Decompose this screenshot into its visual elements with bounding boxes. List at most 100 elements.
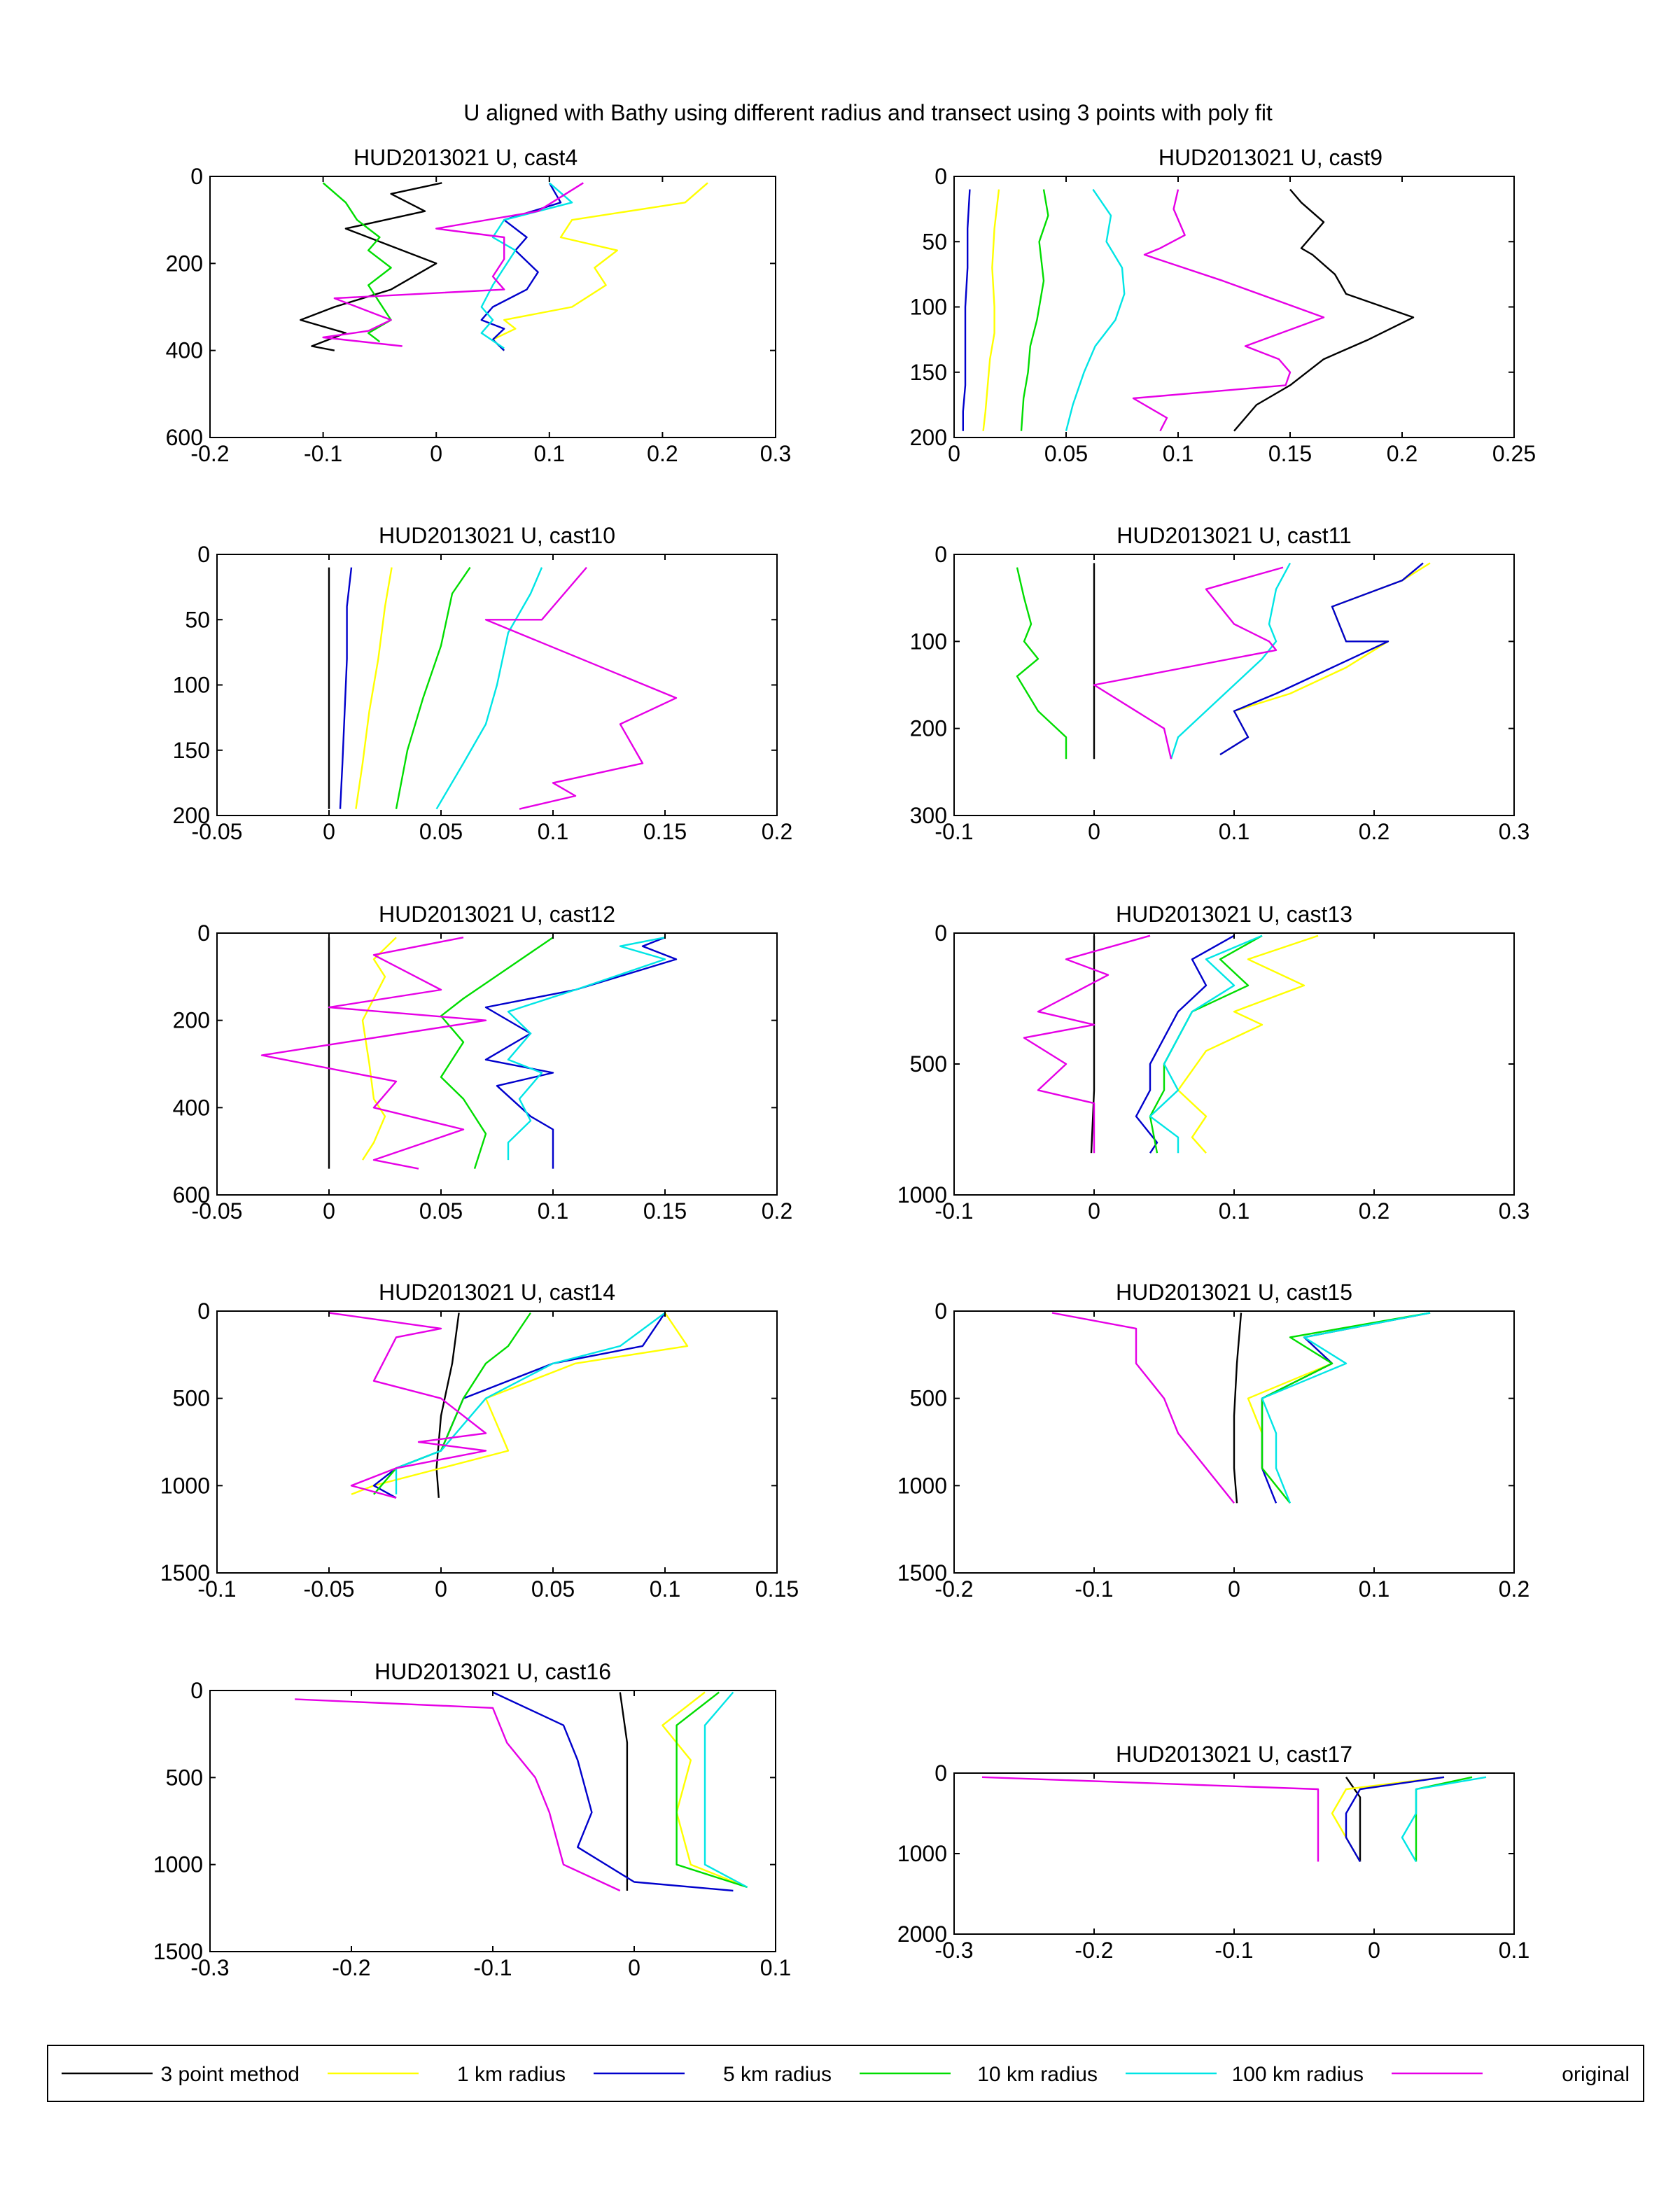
y-tick-label: 200 [910, 716, 947, 741]
y-tick-label: 2000 [897, 1921, 947, 1947]
legend-label: 5 km radius [723, 2063, 832, 2086]
x-tick-label: -0.3 [934, 1938, 973, 1963]
x-tick-label: -0.1 [1214, 1938, 1253, 1963]
y-tick-label: 300 [910, 803, 947, 828]
x-tick-label: 0 [628, 1955, 640, 1980]
chart-title: HUD2013021 U, cast17 [1116, 1742, 1352, 1767]
plot-frame [209, 1690, 776, 1952]
legend-label: 1 km radius [457, 2063, 566, 2086]
y-tick-label: 1000 [153, 1852, 203, 1877]
series-line-3-point-method [1090, 935, 1096, 1154]
legend-entry: original [1392, 2063, 1630, 2086]
series-line-100-km-radius [704, 1691, 748, 1889]
y-tick-label: 1500 [160, 1560, 210, 1586]
chart-panel-2: 0 0.05 0.1 0.15 0.2 0.25 0 50 100 150 200 HUD201302… [910, 145, 1536, 466]
series-line-1-km-radius [662, 1691, 748, 1889]
y-tick-label: 1000 [897, 1182, 947, 1208]
series-line-10-km-radius [676, 1691, 748, 1889]
y-tick-label: 1000 [897, 1473, 947, 1498]
series-line-original [981, 1776, 1320, 1862]
series-line-100-km-radius [1401, 1776, 1487, 1863]
legend-entry: 10 km radius [860, 2063, 1098, 2086]
y-tick-label: 400 [173, 1095, 210, 1120]
series-line-original [1093, 566, 1284, 760]
x-tick-label: 0.15 [1268, 441, 1312, 466]
legend-label: 100 km radius [1232, 2063, 1364, 2086]
x-tick-label: 0.2 [1359, 1198, 1390, 1224]
chart-title: HUD2013021 U, cast11 [1116, 523, 1352, 548]
chart-panel-1: -0.2 -0.1 0 0.1 0.2 0.3 0 200 400 600 HUD2013021 U… [166, 145, 792, 466]
series-line-5-km-radius [1219, 562, 1424, 756]
plot-frame [216, 1310, 778, 1574]
x-tick-label: -0.1 [934, 1198, 973, 1224]
x-tick-label: 0.05 [531, 1576, 575, 1602]
x-tick-label: 0 [1088, 819, 1100, 844]
x-tick-label: -0.1 [934, 819, 973, 844]
x-tick-label: 0.1 [760, 1955, 791, 1980]
x-tick-label: 0.1 [534, 441, 565, 466]
legend-label: 3 point method [161, 2063, 300, 2086]
series-line-5-km-radius [962, 189, 971, 431]
series-line-original [322, 182, 584, 347]
y-tick-label: 200 [166, 251, 203, 276]
series-line-10-km-radius [395, 566, 471, 809]
series-line-original [1023, 934, 1151, 1154]
series-line-original [260, 937, 487, 1170]
y-tick-label: 200 [910, 425, 947, 450]
chart-panel-10: -0.3 -0.2 -0.1 0 0.1 0 1000 2000 HUD2013021 U, c… [897, 1742, 1530, 1963]
legend: 3 point method 1 km radius 5 km radius 10 k… [47, 2045, 1644, 2102]
x-tick-label: 0.25 [1492, 441, 1536, 466]
y-tick-label: 100 [910, 295, 947, 320]
y-tick-label: 400 [166, 338, 203, 363]
chart-title: HUD2013021 U, cast12 [379, 902, 615, 927]
x-tick-label: 0.2 [1499, 1576, 1530, 1602]
series-line-100-km-radius [507, 937, 666, 1161]
x-tick-label: 0.1 [1499, 1938, 1530, 1963]
chart-title: HUD2013021 U, cast16 [374, 1659, 611, 1684]
x-tick-label: 0 [1368, 1938, 1380, 1963]
y-tick-label: 0 [934, 1298, 947, 1324]
y-tick-label: 200 [173, 1008, 210, 1033]
x-tick-label: 0.1 [1359, 1576, 1390, 1602]
series-line-1-km-radius [351, 1312, 689, 1495]
plot-frame [216, 932, 778, 1196]
x-tick-label: -0.1 [1074, 1576, 1113, 1602]
x-tick-label: 0.1 [1219, 819, 1250, 844]
x-tick-label: -0.2 [190, 441, 229, 466]
chart-title: HUD2013021 U, cast15 [1116, 1280, 1352, 1305]
y-tick-label: 100 [910, 629, 947, 654]
x-tick-label: -0.3 [190, 1955, 229, 1980]
y-tick-label: 0 [197, 1298, 210, 1324]
y-tick-label: 1500 [153, 1939, 203, 1964]
series-line-3-point-method [435, 1312, 460, 1498]
x-tick-label: 0.1 [650, 1576, 680, 1602]
x-tick-label: 0 [435, 1576, 447, 1602]
series-line-10-km-radius [440, 937, 554, 1169]
x-tick-label: 0 [430, 441, 442, 466]
x-tick-label: 0.15 [643, 1198, 687, 1224]
chart-panel-4: -0.1 0 0.1 0.2 0.3 0 100 200 300 HUD2013021 U, ca… [910, 523, 1530, 844]
chart-title: HUD2013021 U, cast4 [354, 145, 578, 170]
series-line-3-point-method [619, 1692, 629, 1891]
x-tick-label: 0.1 [1219, 1198, 1250, 1224]
series-line-1-km-radius [1177, 934, 1319, 1154]
plot-frame [953, 932, 1515, 1196]
plot-frame [953, 1772, 1515, 1935]
y-tick-label: 100 [173, 673, 210, 698]
chart-panel-9: -0.3 -0.2 -0.1 0 0.1 0 500 1000 1500 HUD2013021 U… [153, 1659, 791, 1980]
series-line-10-km-radius [1020, 189, 1049, 431]
x-tick-label: 0 [323, 819, 335, 844]
y-tick-label: 0 [190, 164, 203, 189]
y-tick-label: 150 [910, 360, 947, 385]
y-tick-label: 0 [934, 1760, 947, 1786]
legend-entry: 5 km radius [594, 2063, 832, 2086]
series-line-100-km-radius [1065, 188, 1126, 431]
y-tick-label: 150 [173, 738, 210, 763]
x-tick-label: -0.2 [934, 1576, 973, 1602]
y-tick-label: 0 [197, 920, 210, 946]
series-line-5-km-radius [484, 937, 678, 1169]
series-line-100-km-radius [1149, 934, 1263, 1154]
x-tick-label: 0.15 [755, 1576, 799, 1602]
